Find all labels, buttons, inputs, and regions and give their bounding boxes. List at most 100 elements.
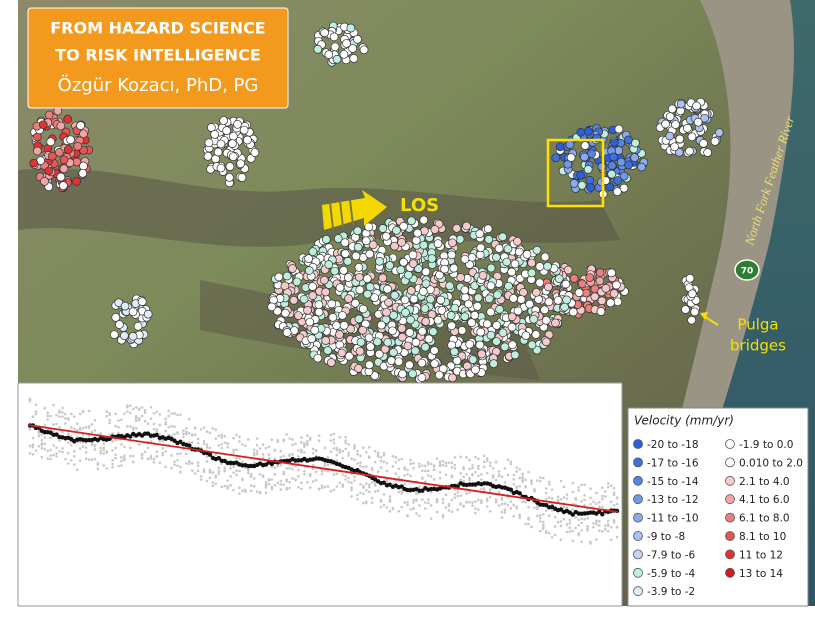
ps-point [540, 305, 549, 315]
ensemble-point [367, 490, 371, 494]
ps-point [308, 247, 318, 256]
ensemble-point [40, 438, 44, 442]
banner-line: TO RISK INTELLIGENCE [55, 46, 261, 65]
ps-point [365, 282, 375, 292]
ensemble-point [120, 464, 123, 467]
ensemble-point [583, 518, 586, 521]
ps-point [78, 168, 88, 178]
ps-point [354, 272, 364, 282]
bridges-label: Pulga [737, 316, 778, 334]
ensemble-point [267, 453, 271, 457]
ensemble-point [480, 478, 483, 481]
ensemble-point [379, 456, 383, 459]
ensemble-point [500, 496, 504, 500]
ensemble-point [574, 526, 578, 530]
ensemble-point [483, 465, 486, 469]
ps-point [237, 173, 247, 182]
legend-swatch [725, 475, 735, 486]
ps-point [354, 364, 363, 373]
ensemble-point [34, 412, 38, 416]
ensemble-point [403, 501, 406, 504]
legend-label: 6.1 to 8.0 [739, 513, 790, 525]
ps-point [350, 298, 360, 308]
ps-point [290, 326, 299, 335]
ps-point [204, 138, 214, 148]
ensemble-point [547, 514, 551, 518]
ensemble-point [412, 507, 415, 511]
ensemble-point [435, 457, 439, 461]
ensemble-point [542, 523, 545, 527]
ps-point [281, 308, 290, 318]
ps-point [399, 221, 409, 231]
ensemble-point [480, 487, 483, 491]
ps-point [700, 113, 709, 123]
ensemble-point [75, 428, 79, 432]
ps-point [596, 307, 606, 316]
ensemble-point [294, 442, 297, 446]
ensemble-point [211, 471, 215, 474]
ps-point [477, 349, 487, 359]
ensemble-point [111, 439, 114, 443]
ensemble-point [415, 491, 418, 495]
ps-point [396, 265, 406, 275]
ensemble-point [577, 524, 580, 527]
ensemble-point [615, 535, 619, 539]
ensemble-point [229, 484, 232, 487]
ensemble-point [108, 411, 111, 415]
ensemble-point [64, 457, 67, 461]
mean-point [517, 491, 522, 496]
banner [27, 7, 289, 109]
ps-point [692, 101, 701, 111]
ps-point [569, 274, 579, 283]
highlight-box [546, 138, 605, 208]
ps-point [403, 341, 413, 351]
ensemble-point [282, 472, 286, 476]
ensemble-point [164, 429, 167, 433]
ensemble-point [515, 485, 519, 488]
trend-line [27, 424, 619, 513]
ensemble-point [465, 456, 468, 459]
ensemble-point [126, 425, 129, 428]
ensemble-point [595, 491, 598, 495]
ensemble-point [474, 470, 477, 474]
ensemble-point [164, 423, 167, 426]
ensemble-point [123, 458, 126, 462]
ensemble-point [474, 500, 477, 503]
ensemble-point [589, 487, 592, 490]
ensemble-point [477, 498, 480, 502]
ensemble-point [453, 496, 457, 499]
ensemble-point [485, 457, 489, 460]
ensemble-point [577, 518, 580, 522]
ensemble-point [477, 474, 480, 478]
ensemble-point [102, 452, 106, 455]
ensemble-point [385, 461, 389, 465]
ps-point [33, 146, 42, 156]
ensemble-point [586, 529, 589, 532]
ps-point [464, 299, 473, 309]
ensemble-point [205, 460, 209, 463]
ensemble-point [385, 506, 389, 509]
ps-point [354, 263, 364, 272]
ps-point [447, 250, 457, 260]
ensemble-point [556, 495, 560, 499]
ensemble-point [288, 454, 291, 458]
ensemble-point [58, 449, 61, 453]
ensemble-point [477, 457, 480, 461]
ensemble-point [238, 486, 241, 490]
ps-point [421, 317, 431, 326]
ps-point [397, 332, 407, 342]
ps-point [551, 153, 561, 163]
ensemble-point [429, 490, 433, 494]
ps-point [590, 292, 600, 302]
ps-point [584, 126, 593, 136]
ps-point [314, 307, 324, 317]
ensemble-point [55, 446, 58, 450]
ensemble-point [329, 489, 333, 493]
ensemble-point [500, 510, 504, 514]
ps-point [308, 282, 317, 291]
ensemble-point [170, 434, 173, 437]
ensemble-point [429, 462, 433, 466]
ensemble-point [291, 443, 294, 447]
ensemble-point [397, 467, 401, 471]
ps-point [683, 123, 692, 133]
